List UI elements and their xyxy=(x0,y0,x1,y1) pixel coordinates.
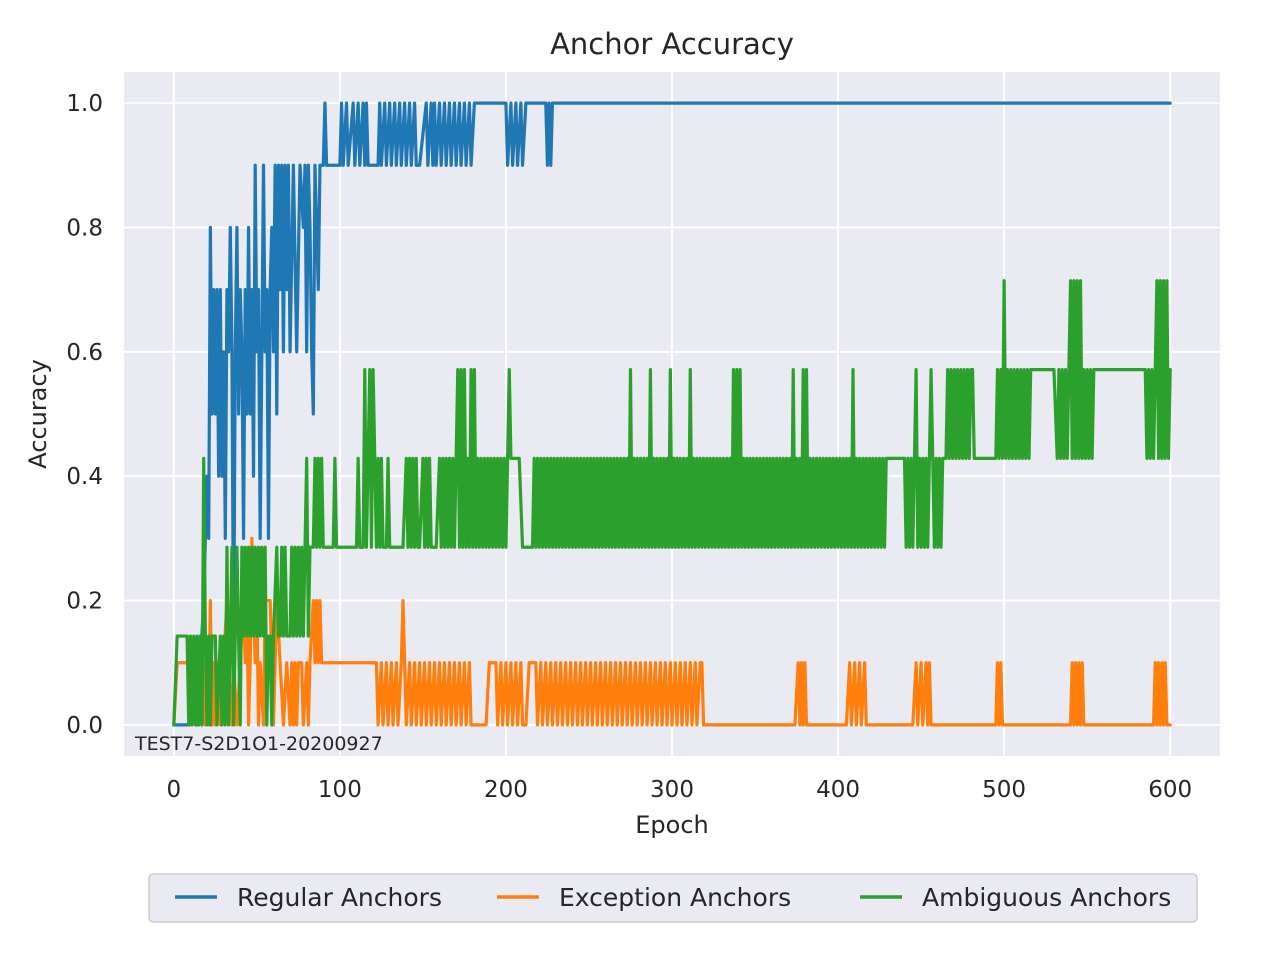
x-tick-label: 300 xyxy=(650,777,694,803)
x-tick-label: 600 xyxy=(1148,777,1192,803)
y-tick-label: 0.4 xyxy=(66,464,103,490)
x-tick-label: 0 xyxy=(166,777,181,803)
series-line-exception-anchors xyxy=(172,536,1172,727)
chart-title: Anchor Accuracy xyxy=(550,27,794,61)
x-tick-labels: 0 100 200 300 400 500 600 xyxy=(166,777,1192,803)
y-tick-labels: 0.0 0.2 0.4 0.6 0.8 1.0 xyxy=(66,91,103,739)
x-axis-label: Epoch xyxy=(635,811,709,839)
legend-label: Exception Anchors xyxy=(559,883,791,912)
x-tick-label: 500 xyxy=(982,777,1026,803)
legend: Regular Anchors Exception Anchors Ambiguou… xyxy=(148,873,1198,923)
legend-label: Ambiguous Anchors xyxy=(922,883,1171,912)
run-id-annotation: TEST7-S2D1O1-20200927 xyxy=(134,733,383,755)
y-tick-label: 1.0 xyxy=(66,91,103,117)
x-tick-label: 200 xyxy=(484,777,528,803)
x-tick-label: 100 xyxy=(318,777,362,803)
legend-box xyxy=(148,873,1198,923)
series-line-regular-anchors xyxy=(172,101,1172,727)
series-line-ambiguous-anchors xyxy=(172,279,1172,727)
x-tick-label: 400 xyxy=(816,777,860,803)
y-tick-label: 0.6 xyxy=(66,340,103,366)
y-tick-label: 0.2 xyxy=(66,589,103,615)
y-tick-label: 0.8 xyxy=(66,215,103,241)
legend-label: Regular Anchors xyxy=(237,883,442,912)
y-axis-label: Accuracy xyxy=(24,359,52,469)
series-lines xyxy=(172,101,1172,727)
y-tick-label: 0.0 xyxy=(66,713,103,739)
